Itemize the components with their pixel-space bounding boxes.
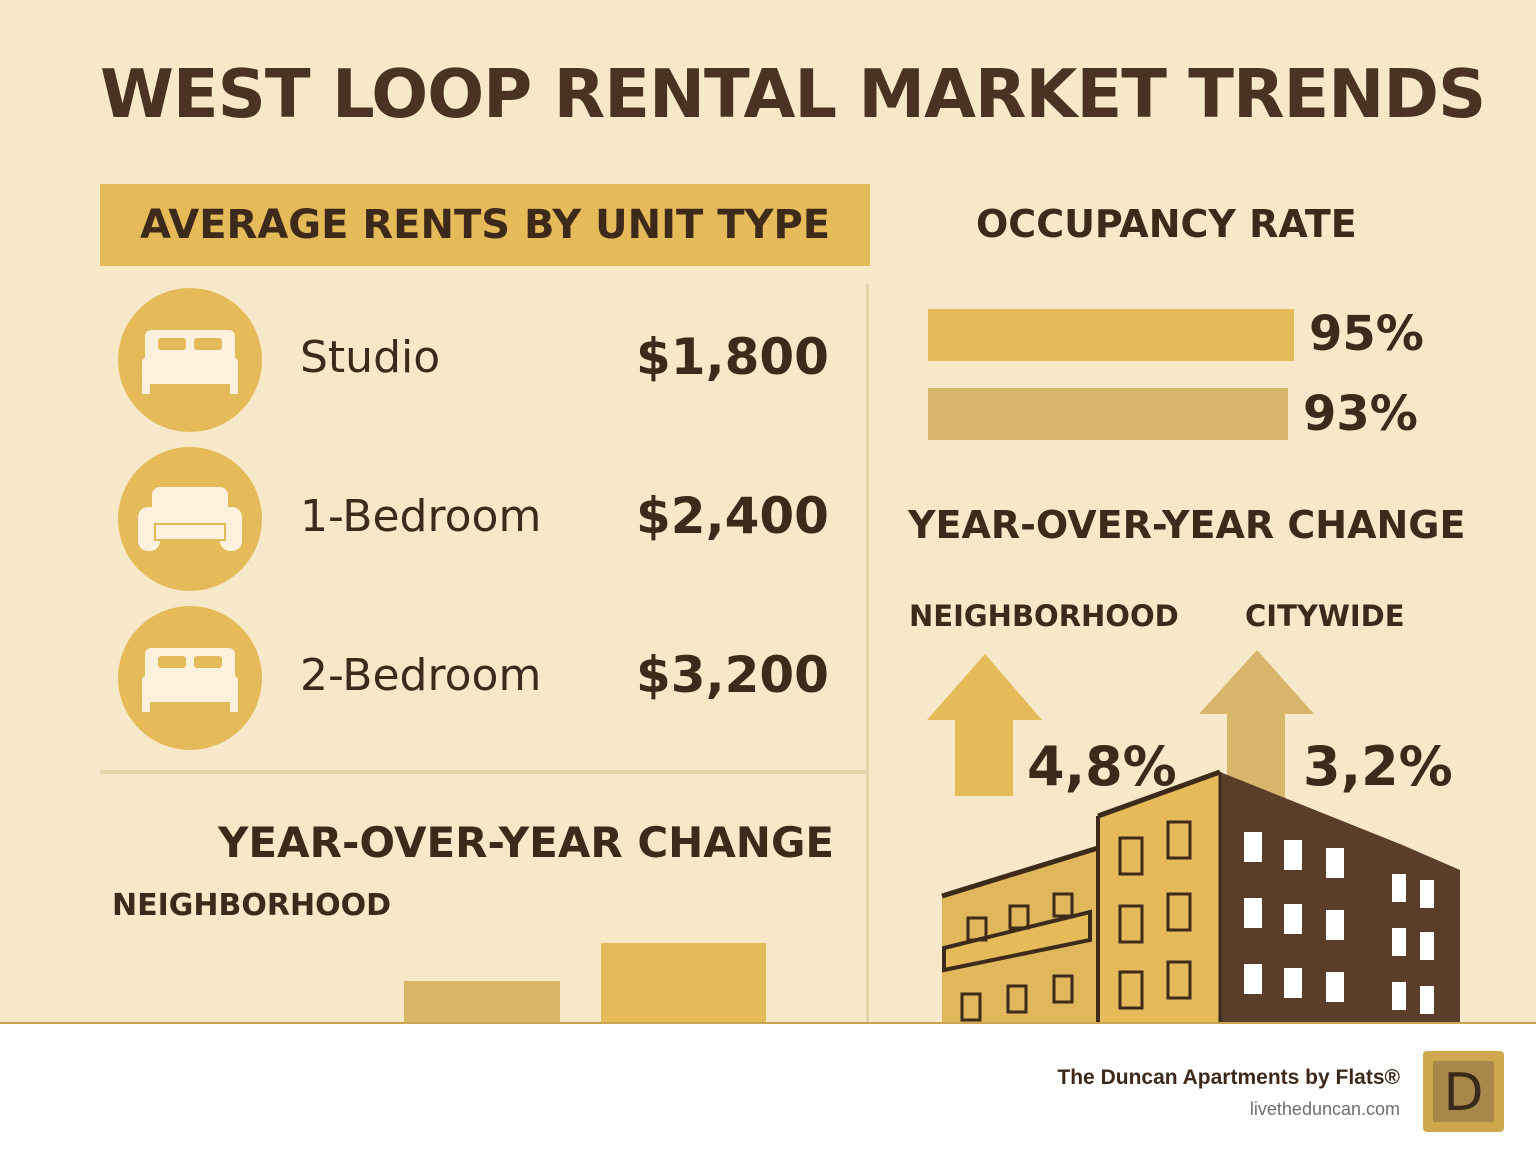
unit-price: $3,200 [636,646,829,704]
change-bar [601,943,766,1024]
unit-name: Studio [300,332,441,383]
up-arrow-icon [927,654,1042,796]
horizontal-divider [100,770,866,774]
neighborhood-change-value: 4,8% [1027,735,1177,798]
unit-row-studio: Studio $1,800 [118,288,829,434]
logo-badge: D [1433,1061,1494,1123]
yoy-heading: YEAR-OVER-YEAR CHANGE [908,503,1466,547]
unit-name: 1-Bedroom [300,491,542,542]
unit-name: 2-Bedroom [300,650,542,701]
building-illustration [941,769,1460,1024]
brand-logo: D [1423,1051,1504,1132]
bed-icon [118,288,262,432]
unit-row-2-bedroom: 2-Bedroom $3,200 [118,606,829,752]
occupancy-heading: OCCUPANCY RATE [976,202,1357,246]
unit-price: $2,400 [636,487,829,545]
neighborhood-label: NEIGHBORHOOD [909,599,1179,633]
rents-banner: AVERAGE RENTS BY UNIT TYPE [100,184,870,266]
sofa-icon [118,447,262,591]
neighborhood-label: NEIGHBORHOOD [112,888,391,923]
vertical-divider [866,284,869,1024]
infographic-canvas: WEST LOOP RENTAL MARKET TRENDS AVERAGE R… [0,0,1536,1024]
citywide-change-value: 3,2% [1303,735,1453,798]
bed-icon [118,606,262,750]
baseline-divider [0,1022,1536,1024]
yoy-heading: YEAR-OVER-YEAR CHANGE [218,818,835,867]
citywide-label: CITYWIDE [1245,599,1405,633]
logo-letter: D [1443,1063,1484,1123]
unit-price: $1,800 [636,328,829,386]
page-title: WEST LOOP RENTAL MARKET TRENDS [100,55,1486,133]
footer-brand-name: The Duncan Apartments by Flats® [1057,1066,1400,1089]
occupancy-value: 93% [1303,386,1418,442]
change-bar [404,981,560,1024]
footer-url[interactable]: livetheduncan.com [1249,1099,1400,1119]
occupancy-value: 95% [1309,306,1424,362]
up-arrow-icon [1199,650,1314,800]
rents-heading: AVERAGE RENTS BY UNIT TYPE [140,202,831,248]
occupancy-bar [928,388,1288,440]
unit-row-1-bedroom: 1-Bedroom $2,400 [118,447,829,593]
occupancy-bar [928,309,1294,361]
